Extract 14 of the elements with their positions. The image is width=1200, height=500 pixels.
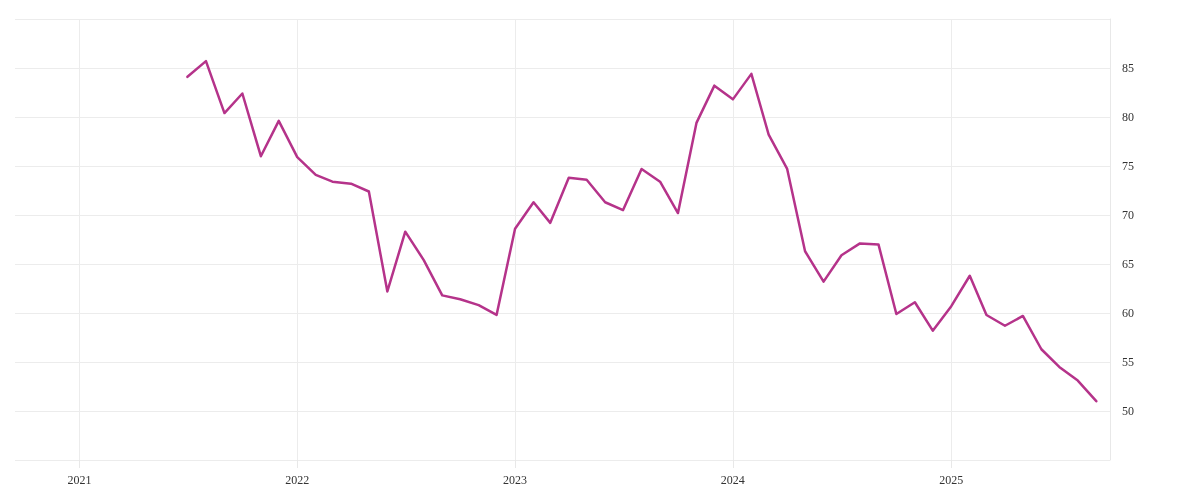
- y-tick-label: 55: [1122, 355, 1134, 369]
- x-tick-label: 2024: [720, 473, 745, 487]
- y-tick-label: 50: [1122, 404, 1134, 418]
- x-tick-label: 2022: [285, 473, 310, 487]
- y-tick-label: 75: [1122, 159, 1134, 173]
- y-tick-label: 70: [1122, 208, 1134, 222]
- y-tick-label: 60: [1122, 306, 1134, 320]
- x-tick-label: 2021: [67, 473, 92, 487]
- y-tick-label: 65: [1122, 257, 1134, 271]
- x-tick-label: 2025: [939, 473, 964, 487]
- x-tick-label: 2023: [503, 473, 528, 487]
- y-tick-label: 85: [1122, 61, 1134, 75]
- line-series: [186, 59, 1098, 403]
- y-tick-label: 80: [1122, 110, 1134, 124]
